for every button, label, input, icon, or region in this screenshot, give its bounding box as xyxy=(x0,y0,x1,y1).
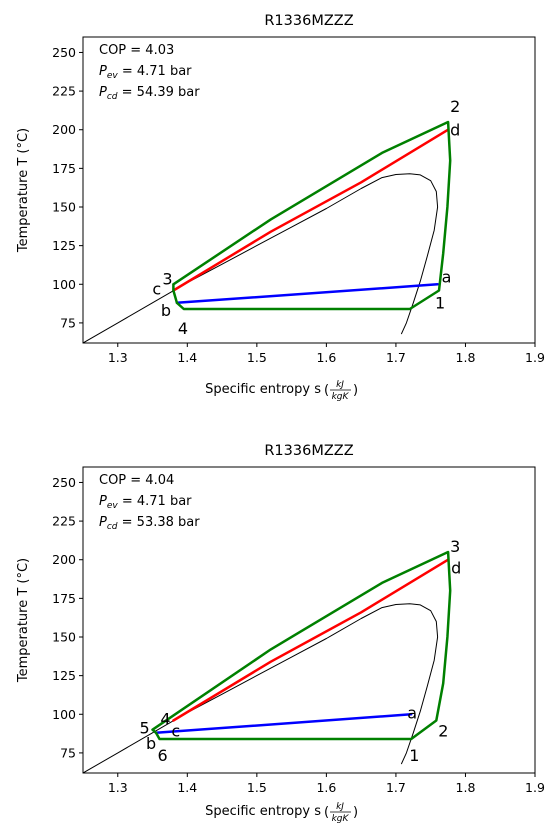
y-axis-label-unit: °C) xyxy=(16,558,31,579)
x-tick-label: 1.4 xyxy=(177,780,197,795)
y-tick-label: 150 xyxy=(52,630,76,645)
state-label: 1 xyxy=(409,746,419,765)
condenser-pressure-text: Pcd = 54.39 bar xyxy=(99,85,200,102)
state-label: c xyxy=(171,721,180,740)
x-axis-unit-den: kgK xyxy=(332,392,350,402)
y-tick-label: 200 xyxy=(52,552,76,567)
x-tick-label: 1.7 xyxy=(386,350,406,365)
y-tick-label: 200 xyxy=(52,122,76,137)
evaporator-pressure-text: Pev = 4.71 bar xyxy=(99,64,192,81)
y-axis-label: Temperature T (°C) xyxy=(16,128,31,253)
x-tick-label: 1.9 xyxy=(525,780,545,795)
state-label: 5 xyxy=(140,719,150,738)
y-tick-label: 150 xyxy=(52,200,76,215)
y-tick-label: 250 xyxy=(52,45,76,60)
x-axis-unit-num: kJ xyxy=(336,802,344,812)
state-label: 2 xyxy=(438,721,448,740)
state-label: 4 xyxy=(178,319,188,338)
x-axis-unit-close: ) xyxy=(353,383,358,398)
y-tick-label: 175 xyxy=(52,591,76,606)
state-label: d xyxy=(451,559,461,578)
x-axis-unit-open: ( xyxy=(324,805,329,820)
series-line-2 xyxy=(172,128,450,292)
series-line-4 xyxy=(151,550,452,741)
state-label: c xyxy=(152,279,161,298)
y-axis-label: Temperature T (°C) xyxy=(16,558,31,683)
state-label: 4 xyxy=(160,709,170,728)
y-axis-label-text: Temperature T ( xyxy=(16,149,31,254)
y-axis-label-unit: °C) xyxy=(16,128,31,149)
plot-area xyxy=(83,120,452,343)
axes-frame xyxy=(82,36,536,344)
chart-title: R1336MZZZ xyxy=(264,13,353,29)
axes-frame xyxy=(82,466,536,774)
x-tick-label: 1.5 xyxy=(247,350,267,365)
state-label: 2 xyxy=(450,97,460,116)
y-tick-label: 125 xyxy=(52,668,76,683)
y-tick-label: 75 xyxy=(60,745,76,760)
x-tick-label: 1.3 xyxy=(108,780,128,795)
x-axis-unit-den: kgK xyxy=(332,814,350,824)
state-label: 3 xyxy=(162,269,172,288)
state-label: 6 xyxy=(157,746,167,765)
x-tick-label: 1.8 xyxy=(456,780,476,795)
chart-title: R1336MZZZ xyxy=(264,443,353,459)
state-label: a xyxy=(407,703,417,722)
condenser-pressure-text: Pcd = 53.38 bar xyxy=(99,515,200,532)
state-label: 3 xyxy=(450,537,460,556)
x-axis-label: Specific entropy s xyxy=(205,382,321,397)
x-tick-label: 1.4 xyxy=(177,350,197,365)
y-tick-label: 100 xyxy=(52,707,76,722)
x-axis-label: Specific entropy s xyxy=(205,804,321,819)
series-line-3 xyxy=(175,283,439,305)
state-label: 1 xyxy=(435,293,445,312)
state-label: b xyxy=(146,734,156,753)
x-tick-label: 1.3 xyxy=(108,350,128,365)
series-line-3 xyxy=(154,713,413,735)
x-tick-label: 1.9 xyxy=(525,350,545,365)
cop-text: COP = 4.04 xyxy=(99,473,174,488)
x-tick-label: 1.6 xyxy=(316,780,336,795)
y-tick-label: 225 xyxy=(52,84,76,99)
x-tick-label: 1.6 xyxy=(316,350,336,365)
y-tick-label: 125 xyxy=(52,238,76,253)
state-label: a xyxy=(442,267,452,286)
state-label: d xyxy=(450,121,460,140)
series-line-2 xyxy=(172,558,450,722)
series-line-4 xyxy=(172,120,452,311)
evaporator-pressure-text: Pev = 4.71 bar xyxy=(99,494,192,511)
plot-area xyxy=(83,550,452,773)
y-axis-label-text: Temperature T ( xyxy=(16,579,31,684)
y-tick-label: 100 xyxy=(52,277,76,292)
x-axis-unit-close: ) xyxy=(353,805,358,820)
state-label: b xyxy=(161,301,171,320)
y-tick-label: 75 xyxy=(60,315,76,330)
chart-panel-1: R1336MZZZ 1.3 1.4 1.5 1.6 1.7 1.8 1.9 75 100 125 15… xyxy=(16,13,545,402)
x-tick-label: 1.5 xyxy=(247,780,267,795)
series-line-1 xyxy=(83,603,439,773)
y-tick-label: 250 xyxy=(52,475,76,490)
y-tick-label: 175 xyxy=(52,161,76,176)
y-tick-label: 225 xyxy=(52,514,76,529)
x-tick-label: 1.8 xyxy=(456,350,476,365)
x-axis-unit-open: ( xyxy=(324,383,329,398)
cop-text: COP = 4.03 xyxy=(99,43,174,58)
series-line-1 xyxy=(83,173,439,343)
x-tick-label: 1.7 xyxy=(386,780,406,795)
x-axis-unit-num: kJ xyxy=(336,380,344,390)
